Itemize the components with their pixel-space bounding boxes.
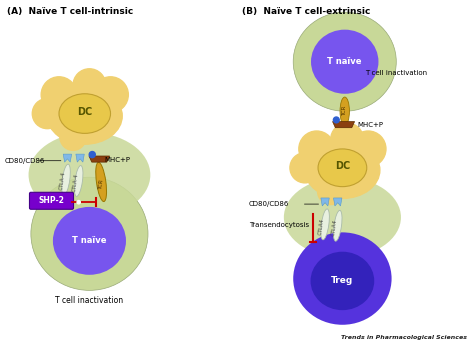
Polygon shape (333, 121, 355, 128)
FancyBboxPatch shape (29, 192, 73, 209)
Text: Treg: Treg (331, 276, 354, 285)
Ellipse shape (318, 149, 367, 187)
Circle shape (77, 200, 80, 204)
Ellipse shape (333, 210, 342, 241)
Text: (A)  Naïve T cell-intrinsic: (A) Naïve T cell-intrinsic (7, 8, 133, 17)
Polygon shape (76, 154, 84, 162)
Circle shape (32, 98, 62, 129)
Circle shape (350, 162, 377, 188)
Ellipse shape (293, 12, 396, 111)
Circle shape (333, 117, 339, 123)
Circle shape (60, 124, 86, 150)
Circle shape (290, 153, 320, 183)
Ellipse shape (284, 177, 401, 257)
Circle shape (299, 131, 335, 167)
Polygon shape (89, 156, 109, 162)
Text: (B)  Naïve T cell-extrinsic: (B) Naïve T cell-extrinsic (242, 8, 370, 17)
Ellipse shape (293, 233, 392, 325)
Text: Transendocytosis: Transendocytosis (249, 222, 309, 228)
Ellipse shape (28, 132, 150, 217)
Ellipse shape (53, 207, 126, 275)
Text: CTLA4: CTLA4 (331, 219, 338, 236)
Ellipse shape (305, 142, 380, 198)
Ellipse shape (47, 88, 122, 144)
Ellipse shape (321, 209, 329, 240)
Polygon shape (334, 198, 342, 206)
Text: T naïve: T naïve (328, 57, 362, 66)
Ellipse shape (310, 252, 374, 310)
Text: CD80/CD86: CD80/CD86 (5, 158, 46, 164)
Circle shape (331, 123, 364, 156)
Circle shape (318, 178, 344, 205)
Circle shape (93, 77, 128, 112)
Text: SHP-2: SHP-2 (38, 196, 64, 205)
Text: T cell inactivation: T cell inactivation (365, 70, 427, 76)
Text: TCR: TCR (98, 179, 104, 190)
Text: CTLA-4: CTLA-4 (59, 171, 66, 190)
Ellipse shape (96, 162, 107, 201)
Circle shape (41, 77, 77, 112)
Text: CD80/CD86: CD80/CD86 (249, 201, 289, 207)
Text: CTLA4: CTLA4 (318, 218, 326, 235)
Circle shape (89, 151, 95, 158)
Text: MHC+P: MHC+P (104, 157, 130, 163)
Ellipse shape (311, 30, 378, 94)
Text: T naïve: T naïve (72, 236, 107, 245)
Text: TCR: TCR (342, 106, 347, 116)
Ellipse shape (59, 94, 110, 134)
Text: MHC+P: MHC+P (357, 122, 383, 128)
Ellipse shape (62, 164, 70, 195)
Circle shape (73, 69, 106, 102)
Ellipse shape (340, 97, 349, 125)
Polygon shape (63, 154, 72, 162)
Ellipse shape (74, 166, 83, 196)
Polygon shape (321, 198, 329, 206)
Text: DC: DC (77, 107, 92, 117)
Text: DC: DC (335, 161, 350, 171)
Ellipse shape (31, 177, 148, 290)
Circle shape (93, 107, 119, 134)
Circle shape (350, 131, 386, 167)
Text: Trends in Pharmacological Sciences: Trends in Pharmacological Sciences (340, 335, 466, 340)
Text: CTLA-4: CTLA-4 (72, 173, 79, 193)
Text: T cell inactivation: T cell inactivation (55, 296, 124, 305)
